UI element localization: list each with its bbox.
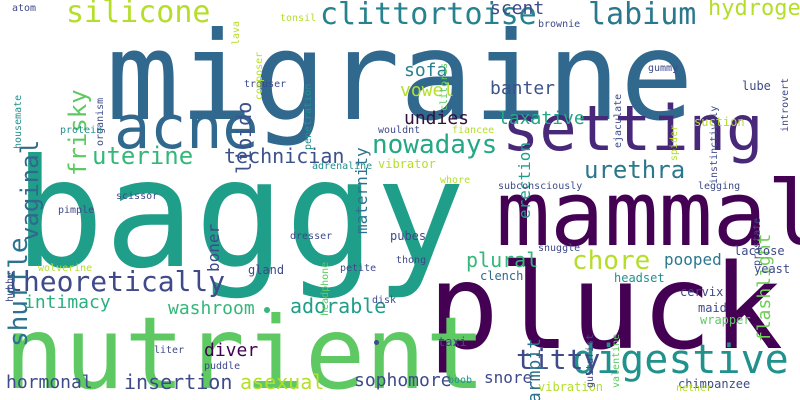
word-plural: plural — [466, 248, 539, 272]
word-introvert: introvert — [780, 77, 791, 132]
word-cervix: cervix — [680, 285, 724, 299]
word-nether: nether — [676, 383, 713, 394]
word-laxative: laxative — [498, 108, 585, 129]
word-uterine: uterine — [92, 142, 194, 170]
word-vaginal: vaginal — [16, 139, 44, 241]
word-pooped: pooped — [664, 250, 722, 269]
word-boob: boob — [448, 375, 473, 386]
word-composer: composer — [254, 51, 265, 100]
word-petite: petite — [340, 263, 377, 274]
word-libido: libido — [232, 101, 256, 174]
word-ejaculate: ejaculate — [613, 93, 624, 148]
word-acne: acne — [114, 93, 259, 163]
word-tonsil: tonsil — [280, 13, 317, 24]
word-lava: lava — [231, 20, 242, 45]
word-puddle: puddle — [204, 361, 241, 372]
word-digestive: digestive — [572, 337, 789, 383]
word-brownie: brownie — [538, 19, 581, 30]
word-vibrator: vibrator — [378, 157, 436, 171]
word-migraine: migraine — [106, 6, 694, 148]
word-washroom: washroom — [168, 298, 255, 319]
word-snuggle: snuggle — [538, 243, 581, 254]
word-snore: snore — [484, 368, 533, 387]
word-prostate: prostate — [752, 217, 763, 266]
word-fiancee: fiancee — [452, 125, 495, 136]
word-boner: boner — [204, 223, 223, 272]
word-scissor: scissor — [116, 191, 159, 202]
word-wolverine: wolverine — [38, 263, 93, 274]
word-subconsciously: subconsciously — [498, 181, 583, 192]
word-organism: organism — [95, 97, 106, 146]
word-gland: gland — [248, 263, 285, 277]
word-hubby: hubby — [5, 271, 16, 302]
word-lube: lube — [742, 79, 771, 93]
word-whore: whore — [440, 175, 471, 186]
word-theoretically: theoretically — [6, 265, 226, 298]
word-gummy: gummy — [648, 63, 679, 74]
word-headphone: headphone — [320, 261, 331, 316]
word-mammal: mammal — [496, 162, 800, 267]
word-undies: undies — [404, 108, 470, 129]
word-sofa: sofa — [404, 60, 448, 81]
word-scent: scent — [490, 0, 545, 19]
word-protein: protein — [60, 125, 103, 136]
word-adorable: adorable — [290, 294, 387, 318]
word-thong: thong — [396, 255, 427, 266]
word-maid: maid — [698, 301, 727, 315]
word-penetration: penetration — [303, 83, 314, 150]
word-pluck: pluck — [428, 238, 784, 376]
word-lactose: lactose — [734, 244, 785, 258]
word-sophomore: sophomore — [354, 370, 452, 391]
word-legging: legging — [698, 181, 741, 192]
word-intimacy: intimacy — [24, 292, 111, 313]
word-urethra: urethra — [584, 156, 686, 184]
word-asexual: asexual — [240, 370, 325, 394]
dot-mark — [264, 307, 270, 313]
word-labium: labium — [588, 0, 697, 32]
word-adrenaline: adrenaline — [312, 161, 373, 172]
word-dresser: dresser — [290, 231, 333, 242]
word-wouldnt: wouldnt — [378, 125, 421, 136]
word-nutrient: nutrient — [4, 295, 486, 400]
word-chimpanzee: chimpanzee — [678, 377, 751, 391]
word-diver: diver — [204, 340, 259, 361]
word-vowel: vowel — [400, 80, 455, 101]
word-headset: headset — [614, 271, 665, 285]
word-wrapper: wrapper — [700, 313, 751, 327]
word-suction: suction — [694, 115, 745, 129]
word-liter: liter — [154, 345, 185, 356]
word-valentine: valentine — [611, 333, 622, 388]
word-spider: spider — [669, 124, 680, 161]
word-banter: banter — [490, 78, 556, 99]
word-pimple: pimple — [58, 205, 95, 216]
word-clittortoise: clittortoise — [320, 0, 537, 32]
word-trouser: trouser — [244, 79, 287, 90]
word-disk: disk — [372, 295, 397, 306]
word-yeast: yeast — [754, 262, 791, 276]
word-atom: atom — [12, 3, 37, 14]
word-silicone: silicone — [66, 0, 211, 30]
word-setting: setting — [502, 92, 764, 165]
word-insertion: insertion — [124, 370, 233, 394]
word-technician: technician — [224, 144, 345, 168]
word-nowadays: nowadays — [372, 130, 498, 160]
word-taxi: taxi — [438, 335, 467, 349]
word-clench: clench — [480, 269, 524, 283]
word-guitarist: guitarist — [585, 333, 596, 388]
word-housemate: housemate — [13, 94, 24, 149]
dot-mark — [374, 340, 379, 345]
word-vibration: vibration — [538, 380, 604, 394]
word-hormonal: hormonal — [6, 372, 93, 393]
word-baggy: baggy — [14, 128, 466, 302]
word-chore: chore — [572, 246, 651, 276]
word-hydrogen: hydrogen — [708, 0, 800, 21]
word-pubes: pubes — [390, 229, 427, 243]
word-titty: titty — [516, 343, 601, 376]
word-clitoris: clitoris — [439, 62, 450, 111]
